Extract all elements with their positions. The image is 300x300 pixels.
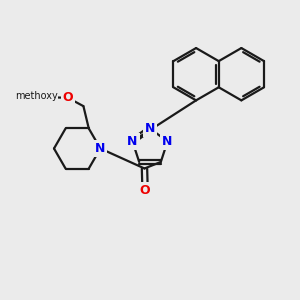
Text: methoxy: methoxy — [15, 91, 58, 101]
Text: O: O — [63, 91, 73, 104]
Text: N: N — [95, 142, 106, 155]
Text: O: O — [140, 184, 150, 197]
Text: N: N — [127, 135, 138, 148]
Text: N: N — [145, 122, 155, 135]
Text: N: N — [162, 135, 173, 148]
